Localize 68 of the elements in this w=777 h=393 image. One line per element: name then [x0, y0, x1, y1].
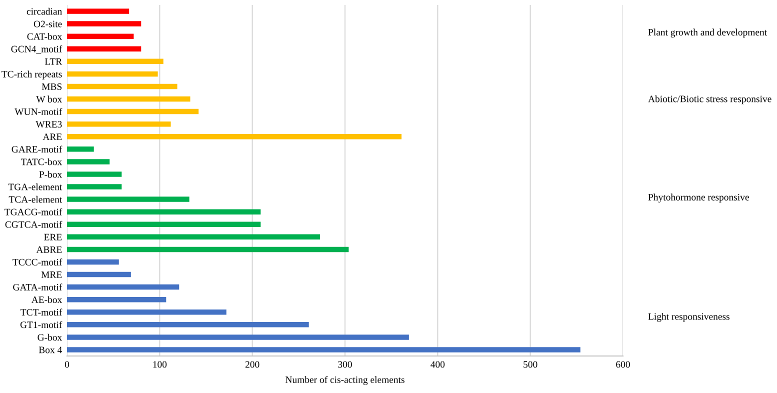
y-tick-label: TCCC-motif	[12, 258, 62, 266]
y-tick-label: MBS	[42, 83, 62, 90]
bar	[67, 322, 309, 328]
bar	[67, 309, 226, 315]
bar	[67, 134, 402, 140]
bar	[67, 259, 119, 265]
y-tick-label: CAT-box	[27, 32, 62, 40]
text: Plant growth and development	[648, 28, 768, 38]
y-tick-label: TCA-element	[8, 196, 62, 203]
bar	[67, 334, 409, 340]
y-tick-label: O2-site	[34, 20, 62, 28]
bar	[67, 246, 349, 252]
y-tick-label: TGACG-motif	[4, 208, 62, 216]
x-tick-label: 0	[64, 361, 70, 368]
text: Phytohormone responsive	[648, 194, 749, 202]
y-tick-label: MRE	[41, 272, 62, 278]
bar	[67, 84, 178, 90]
y-tick-label: LTR	[44, 58, 62, 65]
text: Abiotic/Biotic stress responsive	[648, 95, 772, 104]
y-tick-label: GATA-motif	[13, 284, 62, 291]
bar	[67, 234, 320, 240]
bar	[67, 96, 190, 102]
y-tick-label: GT1-motif	[20, 321, 62, 328]
bar	[67, 296, 166, 302]
bar	[67, 209, 261, 214]
y-tick-label: Box 4	[38, 346, 62, 354]
bar	[67, 272, 131, 278]
bar	[67, 222, 261, 228]
y-tick-label: TC-rich repeats	[2, 70, 62, 80]
bar	[67, 46, 142, 52]
bar	[67, 184, 122, 190]
y-tick-label: ARE	[42, 134, 62, 140]
x-tick-label: 200	[245, 361, 260, 368]
y-tick-label: TGA-element	[8, 183, 62, 190]
x-tick-label: 100	[153, 361, 167, 368]
y-tick-label: ABRE	[36, 246, 62, 253]
bar	[67, 34, 134, 39]
y-tick-label: GARE-motif	[12, 146, 62, 153]
bar	[67, 71, 158, 77]
x-axis-title: Number of cis-acting elements	[285, 376, 404, 385]
y-tick-label: GCN4_motif	[11, 45, 62, 54]
y-tick-label: P-box	[39, 170, 62, 178]
bar	[67, 159, 110, 164]
x-tick-label: 400	[430, 361, 445, 368]
bar	[67, 21, 142, 26]
bar	[67, 121, 171, 127]
x-tick-label: 300	[338, 361, 352, 368]
y-tick-label: TCT-motif	[20, 308, 62, 316]
y-tick-label: G-box	[38, 334, 62, 341]
y-tick-label: W box	[36, 96, 62, 103]
bar	[67, 58, 164, 64]
x-tick-label: 500	[524, 361, 538, 368]
y-tick-label: ERE	[44, 234, 62, 240]
y-tick-label: WRE3	[36, 121, 62, 128]
y-tick-label: AE-box	[31, 296, 62, 304]
y-tick-label: CGTCA-motif	[5, 220, 62, 228]
x-tick-label: 600	[616, 361, 630, 368]
y-tick-label: WUN-motif	[14, 108, 62, 116]
bar	[67, 8, 130, 14]
bar	[67, 284, 180, 290]
bar	[67, 146, 94, 152]
y-tick-label: circadian	[26, 8, 62, 15]
text: Light responsiveness	[648, 312, 730, 322]
y-tick-label: TATC-box	[20, 158, 62, 166]
bar	[67, 172, 122, 177]
bar	[67, 108, 199, 114]
bar	[67, 196, 190, 202]
bar	[67, 347, 580, 352]
